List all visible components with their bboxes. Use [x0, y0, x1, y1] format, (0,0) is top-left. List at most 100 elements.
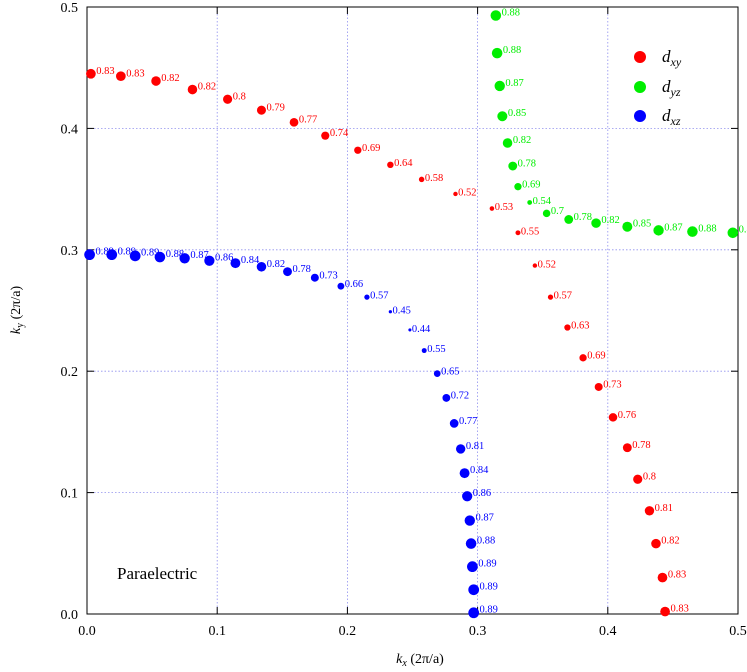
point-dxy — [86, 68, 96, 79]
point-dxz — [408, 328, 412, 332]
point-label-dxz: 0.65 — [441, 367, 459, 378]
point-dyz — [591, 218, 601, 228]
point-label-dxz: 0.78 — [292, 264, 310, 275]
legend-label-main: d — [662, 106, 671, 125]
point-dyz — [494, 80, 505, 92]
point-label-dxz: 0.87 — [475, 512, 493, 523]
point-dxz — [464, 515, 475, 526]
point-label-dxz: 0.45 — [392, 306, 410, 317]
point-label-dxz: 0.73 — [319, 270, 337, 281]
point-dxz — [433, 370, 441, 377]
point-label-dxz: 0.44 — [412, 324, 431, 335]
point-dyz — [514, 183, 522, 191]
point-dxz — [468, 584, 480, 596]
point-dxz — [106, 249, 118, 261]
y-axis-title-main: k — [9, 327, 24, 334]
point-dxy — [418, 176, 425, 183]
x-axis-title-sub: x — [401, 658, 407, 669]
point-label-dxz: 0.72 — [451, 391, 469, 402]
point-label-dxy: 0.52 — [458, 188, 476, 199]
y-tick-label: 0.1 — [61, 487, 79, 502]
point-label-dxz: 0.89 — [480, 605, 498, 616]
point-dyz — [490, 10, 502, 21]
point-dxz — [468, 607, 480, 619]
point-label-dxz: 0.88 — [477, 535, 495, 546]
point-dxy — [515, 230, 521, 236]
x-tick-label: 0.2 — [339, 624, 357, 639]
x-tick-label: 0.1 — [208, 624, 226, 639]
point-dxy — [116, 71, 126, 82]
point-dxz — [179, 253, 190, 264]
x-tick-label: 0.3 — [469, 624, 487, 639]
point-label-dyz: 0.69 — [522, 179, 540, 190]
point-label-dxz: 0.89 — [141, 248, 159, 259]
point-label-dxy: 0.63 — [571, 321, 589, 332]
point-dxz — [230, 258, 241, 269]
point-label-dxy: 0.8 — [643, 471, 656, 482]
point-label-dxz: 0.84 — [470, 465, 489, 476]
point-label-dxz: 0.86 — [473, 488, 491, 499]
point-dxy — [151, 76, 161, 86]
legend-marker-dyz — [634, 81, 646, 93]
point-label-dxz: 0.89 — [118, 246, 136, 257]
point-dxz — [388, 310, 392, 314]
point-label-dyz: 0.85 — [633, 219, 651, 230]
point-dxy — [633, 474, 643, 484]
point-dxz — [442, 393, 451, 402]
point-dxy — [321, 131, 330, 140]
legend-label-dxz: dxz — [662, 106, 681, 128]
point-label-dxz: 0.77 — [459, 416, 477, 427]
point-dxy — [644, 506, 655, 516]
legend-label-sub: xz — [670, 114, 681, 128]
point-label-dxy: 0.82 — [198, 82, 216, 93]
phase-annotation: Paraelectric — [117, 564, 198, 583]
point-label-dxy: 0.8 — [233, 92, 246, 103]
point-label-dxy: 0.69 — [587, 351, 605, 362]
point-dyz — [653, 225, 664, 236]
point-label-dxy: 0.64 — [394, 158, 413, 169]
point-dxz — [84, 249, 95, 261]
x-tick-label: 0.4 — [599, 624, 617, 639]
point-dyz — [727, 227, 739, 239]
point-label-dyz: 0.82 — [513, 135, 531, 146]
point-dxy — [651, 538, 661, 549]
point-dxy — [387, 161, 394, 169]
point-dyz — [564, 215, 574, 224]
point-dxy — [289, 117, 299, 127]
point-label-dyz: 0.88 — [698, 223, 716, 234]
x-axis-title: kx (2π/a) — [396, 652, 444, 669]
point-dxz — [467, 561, 478, 573]
point-dyz — [491, 47, 503, 59]
point-dxz — [465, 538, 477, 549]
point-dxy — [564, 324, 571, 331]
legend-label-dyz: dyz — [662, 77, 681, 99]
point-dxz — [204, 255, 215, 266]
point-label-dxz: 0.89 — [480, 582, 498, 593]
point-label-dxy: 0.82 — [661, 536, 679, 547]
point-dxz — [283, 267, 292, 277]
point-label-dyz: 0.88 — [503, 45, 521, 56]
point-label-dxz: 0.89 — [478, 558, 496, 569]
legend-marker-dxy — [634, 51, 646, 63]
point-label-dyz: 0.7 — [551, 206, 564, 217]
point-dxy — [660, 606, 670, 617]
y-tick-label: 0.5 — [61, 1, 79, 16]
y-tick-label: 0.4 — [61, 122, 79, 137]
point-label-dxy: 0.83 — [126, 68, 144, 79]
point-dxy — [579, 354, 587, 362]
x-axis-title-main: k — [396, 652, 403, 667]
grid — [87, 7, 738, 614]
point-dxz — [421, 348, 427, 354]
point-dxy — [657, 572, 668, 583]
point-label-dxz: 0.82 — [267, 259, 285, 270]
point-label-dxy: 0.74 — [330, 128, 349, 139]
plot-frame — [86, 6, 739, 615]
x-tick-label: 0.0 — [78, 624, 96, 639]
point-label-dxy: 0.52 — [538, 259, 556, 270]
point-label-dxz: 0.86 — [215, 253, 233, 264]
point-label-dyz: 0.78 — [574, 212, 592, 223]
point-label-dxy: 0.83 — [668, 570, 686, 581]
y-tick-label: 0.2 — [61, 365, 79, 380]
x-axis-title-rest: (2π/a) — [407, 652, 444, 667]
point-label-dxy: 0.73 — [603, 380, 621, 391]
